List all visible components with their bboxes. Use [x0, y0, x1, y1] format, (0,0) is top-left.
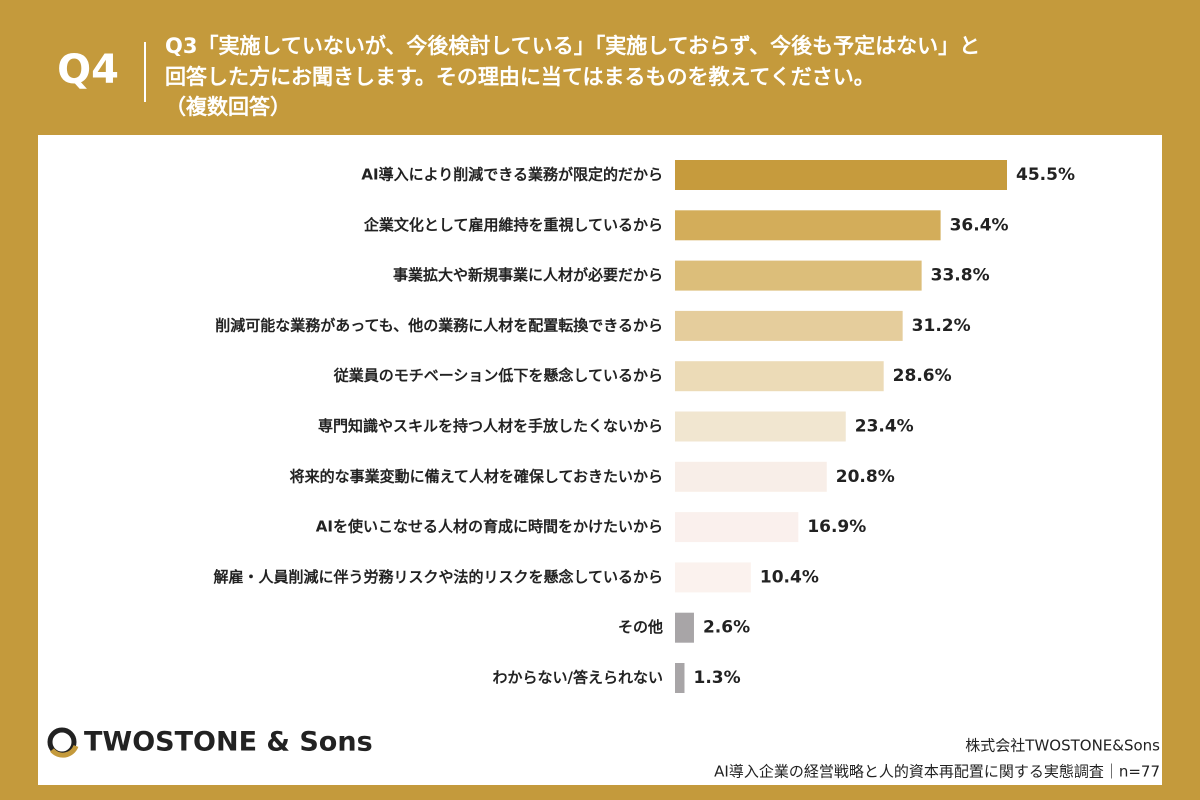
bar [675, 612, 694, 643]
category-label: わからない/答えられない [493, 669, 663, 687]
title-line: （複数回答） [165, 95, 291, 119]
category-label: 従業員のモチベーション低下を懸念しているから [333, 367, 663, 385]
title-line: 回答した方にお聞きします。その理由に当てはまるものを教えてください。 [165, 65, 875, 89]
value-label: 10.4% [760, 567, 819, 587]
value-label: 1.3% [693, 668, 740, 688]
panel [38, 135, 1162, 785]
category-label: その他 [618, 618, 663, 636]
badge: Q4 [57, 47, 119, 93]
value-label: 28.6% [893, 366, 952, 386]
value-label: 45.5% [1016, 165, 1075, 185]
bar [675, 411, 846, 442]
value-label: 31.2% [912, 316, 971, 336]
bar [675, 461, 827, 492]
value-label: 2.6% [703, 618, 750, 638]
bar [675, 562, 751, 593]
category-label: 解雇・人員削減に伴う労務リスクや法的リスクを懸念しているから [213, 568, 663, 586]
bar [675, 361, 884, 392]
bar [675, 210, 941, 241]
category-label: AI導入により削減できる業務が限定的だから [361, 166, 663, 184]
value-label: 20.8% [836, 467, 895, 487]
value-label: 16.9% [807, 517, 866, 537]
bar [675, 512, 799, 543]
value-label: 36.4% [950, 215, 1009, 235]
category-label: 専門知識やスキルを持つ人材を手放したくないから [318, 417, 663, 435]
bar [675, 260, 922, 291]
title-line: Q3「実施していないが、今後検討している」「実施しておらず、今後も予定はない」と [165, 34, 980, 58]
value-label: 33.8% [931, 266, 990, 286]
bar [675, 310, 903, 341]
bar [675, 160, 1007, 190]
bar [675, 663, 685, 693]
category-label: 事業拡大や新規事業に人材が必要だから [393, 266, 663, 284]
company: 株式会社TWOSTONE&Sons [965, 737, 1160, 755]
category-label: 将来的な事業変動に備えて人材を確保しておきたいから [290, 467, 663, 485]
category-label: 削減可能な業務があっても、他の業務に人材を配置転換できるから [215, 316, 663, 334]
survey: AI導入企業の経営戦略と人的資本再配置に関する実態調査｜n=77 [714, 763, 1160, 781]
category-label: AIを使いこなせる人材の育成に時間をかけたいから [316, 518, 663, 536]
logo: TWOSTONE & Sons [84, 727, 373, 758]
value-label: 23.4% [855, 417, 914, 437]
logo-icon-accent [50, 744, 79, 758]
category-label: 企業文化として雇用維持を重視しているから [363, 216, 663, 234]
